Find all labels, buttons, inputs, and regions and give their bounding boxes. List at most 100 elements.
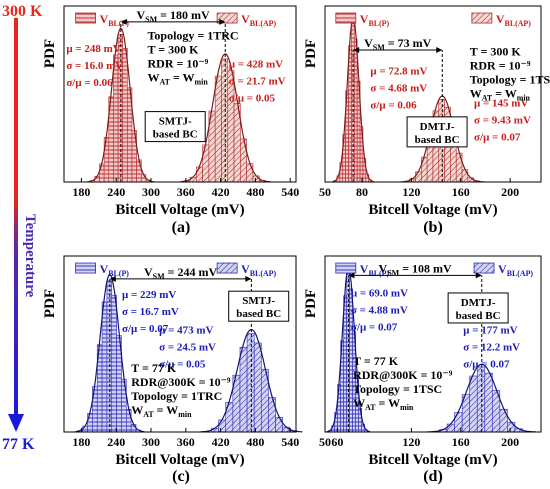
bitcell-type-box (228, 290, 290, 322)
x-tick-label: 60 (331, 435, 343, 449)
histogram-bar (351, 23, 355, 183)
arrowhead-right-icon (436, 47, 443, 53)
histogram-bar (221, 58, 229, 183)
histogram-bar (94, 175, 100, 183)
plot-frame (63, 255, 297, 433)
legend-swatch (473, 262, 495, 274)
plot-frame (63, 5, 297, 183)
histogram-bar (343, 295, 347, 433)
arrowhead-left-icon (109, 275, 116, 282)
x-tick-label: 480 (246, 435, 264, 449)
histogram-bar (282, 426, 291, 433)
stat-line: μ = 229 mV (122, 289, 176, 301)
x-tick-label: 360 (177, 185, 195, 199)
stat-line: μ = 177 mV (463, 324, 517, 336)
x-tick-label: 300 (142, 185, 160, 199)
fit-curve (74, 273, 145, 433)
fit-curve (179, 53, 271, 183)
x-tick-label: 480 (246, 185, 264, 199)
histogram-bar (484, 372, 493, 433)
histogram-bar (461, 169, 469, 183)
histogram-bar (348, 45, 352, 183)
histogram-bar (87, 413, 93, 433)
legend-swatch (216, 262, 238, 274)
x-tick-label: 200 (501, 185, 519, 199)
stat-line: σ = 4.68 mV (370, 83, 427, 95)
stat-line: σ/μ = 0.06 (370, 100, 417, 112)
stat-line: σ = 4.88 mV (351, 304, 408, 316)
vsm-label: VSM = 73 mV (364, 36, 432, 52)
condition-line: Topology = 1TRC (131, 389, 222, 403)
chart-panel: 180 240 300 360 420 480 540 Bitcell Voltage (mV… (42, 255, 303, 485)
panel-caption: (b) (423, 219, 443, 236)
x-axis-label: Bitcell Voltage (mV) (115, 452, 244, 468)
x-tick-label: 120 (402, 185, 420, 199)
condition-line: Topology = 1TSC (470, 72, 550, 86)
histogram-bar (195, 166, 203, 183)
panel-caption: (d) (423, 468, 443, 485)
legend-swatch (471, 12, 493, 24)
condition-line: T = 300 K (148, 42, 200, 56)
x-tick-label: 180 (72, 435, 90, 449)
histogram-bar (346, 273, 350, 433)
y-axis-label: PDF (42, 39, 58, 68)
vsm-label: VSM = 244 mV (144, 265, 218, 281)
panel-caption: (a) (172, 219, 191, 236)
x-tick-label: 160 (452, 435, 470, 449)
fit-curve (87, 27, 155, 183)
stat-line: σ = 24.5 mV (159, 341, 216, 353)
histogram-bar (353, 38, 358, 183)
histogram-bar (101, 301, 108, 433)
arrowhead-left-icon (348, 272, 355, 279)
histogram-bar (130, 424, 137, 433)
temperature-bottom-label: 77 K (2, 436, 35, 453)
panels: 180 240 300 360 420 480 540 Bitcell Voltage (mV… (42, 5, 550, 485)
stat-line: σ/μ = 0.07 (463, 358, 510, 370)
histogram-bar (202, 144, 210, 183)
histogram-bar (189, 176, 197, 183)
histogram-bar (225, 402, 234, 433)
arrowhead-right-icon (219, 18, 226, 25)
histogram-bar (252, 175, 260, 183)
stat-line: μ = 145 mV (474, 97, 528, 109)
x-tick-label: 420 (212, 185, 230, 199)
temperature-axis: 300 K 77 K Temperature (2, 3, 43, 453)
stat-line: σ/μ = 0.06 (66, 77, 113, 89)
vsm-label: VSM = 108 mV (379, 261, 453, 277)
plot-frame (324, 5, 542, 183)
y-axis-label: PDF (303, 289, 319, 318)
bitcell-type-label: based BC (415, 134, 460, 146)
x-tick-label: 180 (72, 185, 90, 199)
x-tick-label: 540 (281, 185, 299, 199)
x-tick-label: 160 (452, 185, 470, 199)
histogram-bar (214, 75, 222, 183)
stat-line: μ = 428 mV (229, 59, 283, 71)
condition-line: T = 77 K (131, 361, 177, 375)
temperature-bar (14, 18, 18, 416)
histogram-bar (122, 48, 128, 183)
vsm-label: VSM = 180 mV (136, 8, 210, 24)
x-tick-label: 200 (501, 435, 519, 449)
x-tick-label: 50 (319, 435, 331, 449)
histogram-bar (415, 171, 422, 183)
legend-entry: VBL(P) (100, 262, 130, 278)
stat-line: μ = 473 mV (159, 324, 213, 336)
chart-panel: 50 60 120 160 200 Bitcell Voltage (mV) PDF (d) V… (303, 255, 542, 485)
stat-line: σ/μ = 0.07 (351, 321, 398, 333)
stat-line: μ = 69.0 mV (351, 287, 408, 299)
x-tick-label: 540 (281, 435, 299, 449)
histogram-bar (136, 159, 142, 183)
x-tick-label: 300 (142, 435, 160, 449)
histogram-bar (82, 425, 88, 433)
histogram-bar (507, 421, 516, 433)
x-tick-label: 240 (107, 435, 125, 449)
legend-entry: VBL(AP) (498, 262, 533, 278)
bitcell-type-label: based BC (456, 310, 501, 322)
condition-line: RDR@300K = 10⁻⁹ (131, 375, 231, 389)
legend-swatch (75, 262, 96, 274)
x-axis-label: Bitcell Voltage (mV) (115, 202, 244, 218)
panel-caption: (c) (172, 468, 190, 485)
histogram-bar (469, 375, 478, 433)
stat-line: σ/μ = 0.07 (122, 323, 169, 335)
